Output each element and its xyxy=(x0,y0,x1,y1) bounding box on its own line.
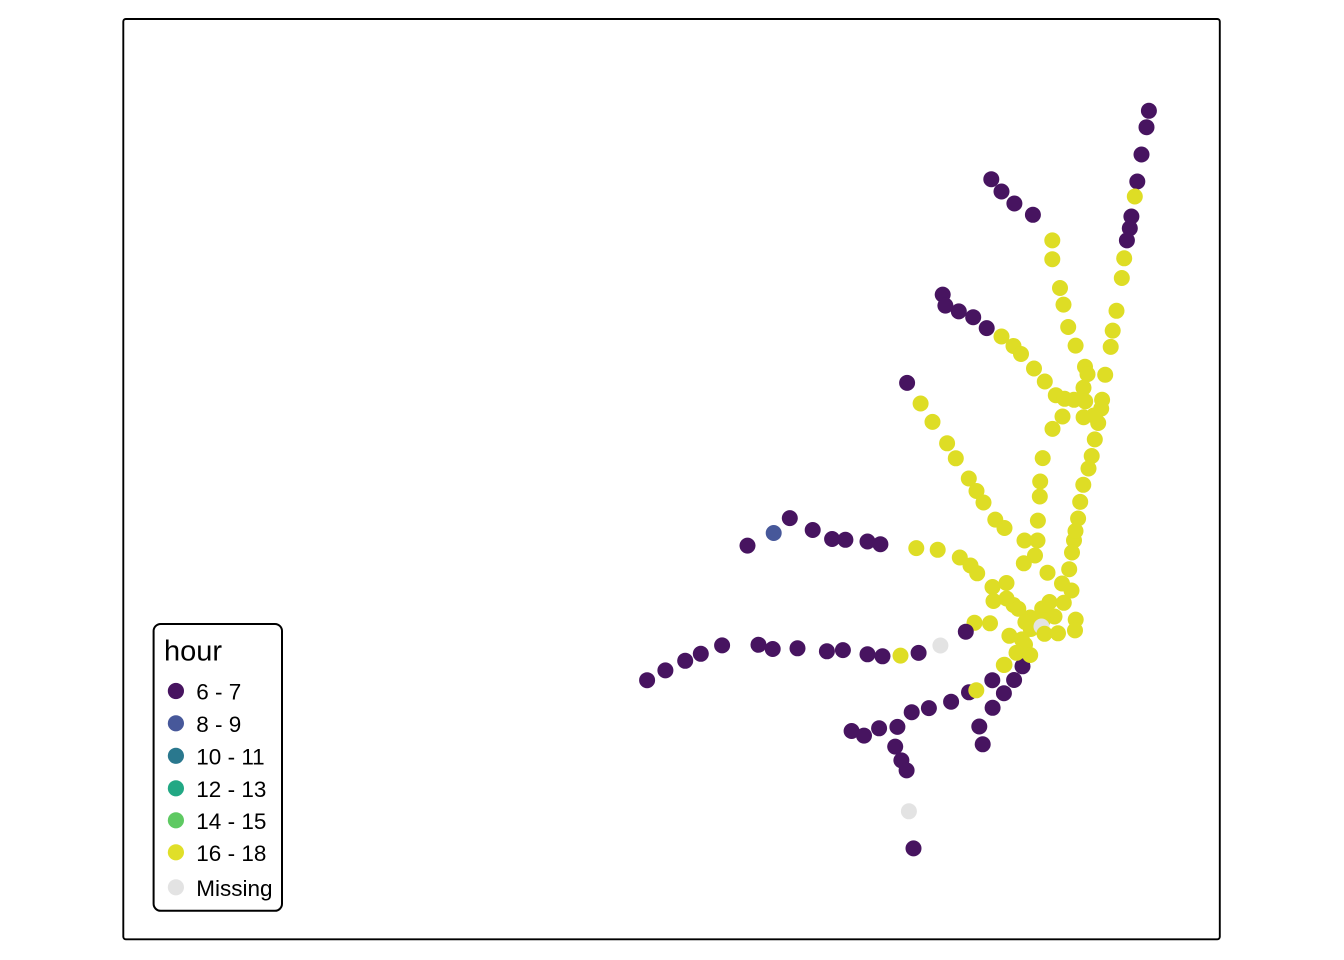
svg-text:12 - 13: 12 - 13 xyxy=(196,777,266,802)
svg-text:8 - 9: 8 - 9 xyxy=(196,712,241,737)
svg-text:hour: hour xyxy=(164,635,222,667)
svg-text:10 - 11: 10 - 11 xyxy=(196,744,264,769)
svg-text:14 - 15: 14 - 15 xyxy=(196,809,266,834)
svg-text:Missing: Missing xyxy=(196,876,272,901)
svg-text:6 - 7: 6 - 7 xyxy=(196,680,241,705)
svg-text:16 - 18: 16 - 18 xyxy=(196,841,266,866)
